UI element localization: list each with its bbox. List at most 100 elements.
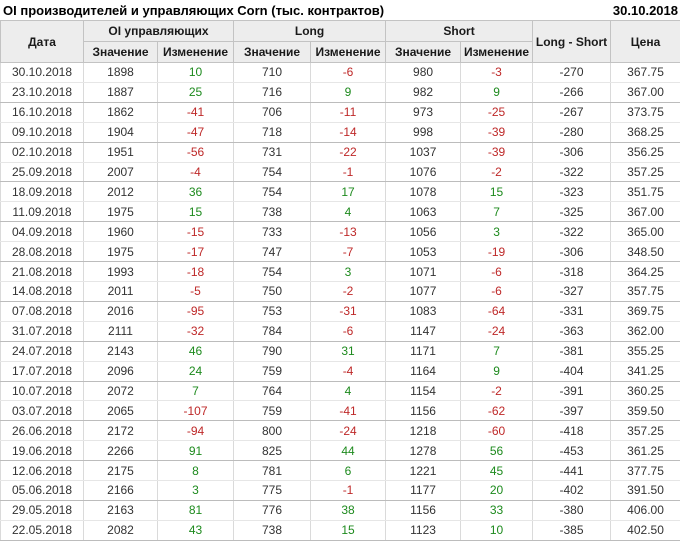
cell-oi-change: -41 — [156, 102, 235, 123]
cell-long-short: -322 — [532, 162, 612, 183]
cell-date: 09.10.2018 — [0, 122, 84, 143]
cell-oi-change: -47 — [156, 122, 235, 143]
cell-oi-value: 1993 — [83, 261, 158, 282]
cell-long-value: 710 — [233, 62, 312, 83]
cell-date: 28.08.2018 — [0, 241, 84, 263]
cell-short-change: -6 — [460, 261, 534, 282]
cell-date: 11.09.2018 — [0, 201, 84, 223]
cell-long-short: -325 — [532, 201, 612, 223]
cell-oi-change: 25 — [156, 82, 235, 103]
cell-oi-value: 1898 — [83, 62, 158, 83]
cell-short-value: 1037 — [385, 142, 462, 163]
cell-short-value: 1156 — [385, 400, 462, 422]
cell-date: 02.10.2018 — [0, 142, 84, 163]
cell-long-short: -385 — [532, 520, 612, 542]
cell-long-change: 15 — [310, 520, 387, 542]
cell-short-value: 982 — [385, 82, 462, 103]
cell-long-change: -14 — [310, 122, 387, 143]
cell-short-value: 1071 — [385, 261, 462, 282]
cell-oi-change: 3 — [156, 480, 235, 501]
cell-oi-change: -4 — [156, 162, 235, 183]
report-date: 30.10.2018 — [612, 2, 678, 18]
cell-long-short: -441 — [532, 460, 612, 482]
cell-oi-change: 8 — [156, 460, 235, 482]
table-row: 03.07.2018 2065 -107 759 -41 1156 -62 -397 359.5… — [0, 400, 680, 422]
cell-short-change: -6 — [460, 281, 534, 302]
cell-oi-value: 2065 — [83, 400, 158, 422]
cell-date: 16.10.2018 — [0, 102, 84, 123]
cell-short-value: 1076 — [385, 162, 462, 183]
cell-long-change: 4 — [310, 381, 387, 402]
col-header-oi-value: Значение — [83, 41, 158, 63]
table-row: 07.08.2018 2016 -95 753 -31 1083 -64 -331 369.75 — [0, 301, 680, 322]
cell-long-value: 733 — [233, 221, 312, 243]
cell-short-value: 1053 — [385, 241, 462, 263]
table-row: 24.07.2018 2143 46 790 31 1171 7 -381 355.25 — [0, 341, 680, 362]
table-row: 30.10.2018 1898 10 710 -6 980 -3 -270 367.75 — [0, 62, 680, 83]
cell-long-short: -280 — [532, 122, 612, 143]
cell-long-change: -24 — [310, 420, 387, 442]
cell-price: 377.75 — [610, 460, 680, 482]
cell-date: 30.10.2018 — [0, 62, 84, 83]
cell-oi-value: 2072 — [83, 381, 158, 402]
cell-long-value: 731 — [233, 142, 312, 163]
cell-long-value: 800 — [233, 420, 312, 442]
title-bar: OI производителей и управляющих Corn (ты… — [0, 0, 680, 20]
table-row: 04.09.2018 1960 -15 733 -13 1056 3 -322 365.00 — [0, 221, 680, 243]
cell-oi-value: 1904 — [83, 122, 158, 143]
cell-price: 406.00 — [610, 500, 680, 521]
cell-price: 402.50 — [610, 520, 680, 542]
cell-date: 31.07.2018 — [0, 321, 84, 342]
cell-short-change: -3 — [460, 62, 534, 83]
cell-short-value: 1123 — [385, 520, 462, 542]
cell-date: 23.10.2018 — [0, 82, 84, 103]
cell-short-value: 1278 — [385, 440, 462, 462]
cell-long-value: 754 — [233, 181, 312, 203]
table-row: 10.07.2018 2072 7 764 4 1154 -2 -391 360.25 — [0, 381, 680, 402]
table-row: 21.08.2018 1993 -18 754 3 1071 -6 -318 364.25 — [0, 261, 680, 282]
cell-date: 21.08.2018 — [0, 261, 84, 282]
cell-price: 365.00 — [610, 221, 680, 243]
cell-long-value: 754 — [233, 162, 312, 183]
cell-long-value: 716 — [233, 82, 312, 103]
cell-long-short: -318 — [532, 261, 612, 282]
cell-long-value: 706 — [233, 102, 312, 123]
cell-long-short: -453 — [532, 440, 612, 462]
cell-long-short: -391 — [532, 381, 612, 402]
cell-oi-value: 1862 — [83, 102, 158, 123]
cell-oi-change: -32 — [156, 321, 235, 342]
cell-long-short: -402 — [532, 480, 612, 501]
cell-oi-value: 2082 — [83, 520, 158, 542]
table-row: 14.08.2018 2011 -5 750 -2 1077 -6 -327 357.75 — [0, 281, 680, 302]
table-row: 29.05.2018 2163 81 776 38 1156 33 -380 406.00 — [0, 500, 680, 521]
cell-short-value: 1078 — [385, 181, 462, 203]
cell-long-change: -6 — [310, 321, 387, 342]
table-row: 05.06.2018 2166 3 775 -1 1177 20 -402 391.50 — [0, 480, 680, 501]
cell-date: 10.07.2018 — [0, 381, 84, 402]
cell-long-short: -306 — [532, 142, 612, 163]
cell-long-value: 738 — [233, 201, 312, 223]
cell-long-change: -11 — [310, 102, 387, 123]
cell-short-value: 1077 — [385, 281, 462, 302]
cell-price: 391.50 — [610, 480, 680, 501]
cell-price: 356.25 — [610, 142, 680, 163]
cell-price: 367.00 — [610, 201, 680, 223]
cell-oi-change: 91 — [156, 440, 235, 462]
cell-price: 357.25 — [610, 162, 680, 183]
cell-long-value: 764 — [233, 381, 312, 402]
cell-long-value: 747 — [233, 241, 312, 263]
col-header-date: Дата — [0, 20, 84, 63]
cell-price: 351.75 — [610, 181, 680, 203]
table-row: 23.10.2018 1887 25 716 9 982 9 -266 367.00 — [0, 82, 680, 103]
cell-long-short: -331 — [532, 301, 612, 322]
cell-date: 12.06.2018 — [0, 460, 84, 482]
cell-short-change: -39 — [460, 142, 534, 163]
cell-short-value: 1177 — [385, 480, 462, 501]
cell-date: 29.05.2018 — [0, 500, 84, 521]
col-header-oi-change: Изменение — [156, 41, 235, 63]
cell-oi-change: 36 — [156, 181, 235, 203]
cell-oi-value: 1887 — [83, 82, 158, 103]
col-header-short-value: Значение — [385, 41, 462, 63]
cell-long-short: -322 — [532, 221, 612, 243]
cell-short-value: 998 — [385, 122, 462, 143]
